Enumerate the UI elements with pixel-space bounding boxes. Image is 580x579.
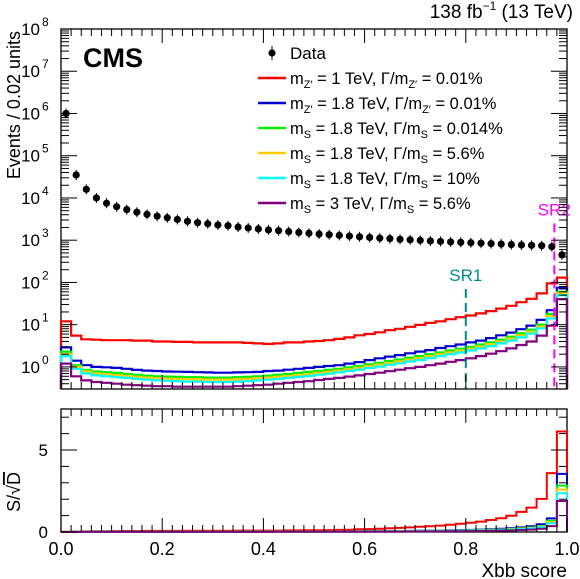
legend-text: = 0.01% (431, 95, 497, 113)
y-tick-label: 10 (21, 20, 40, 39)
legend-text: = 5.6% (414, 195, 471, 213)
ratio-y-axis-root: D (4, 472, 24, 485)
legend-subscript: S (304, 154, 311, 166)
legend-subscript: S (304, 179, 311, 191)
signal-series-0 (59, 276, 569, 389)
ratio-histograms (60, 430, 568, 533)
legend-text: = 1.8 TeV, Γ/m (311, 120, 421, 138)
ratio-y-tick-label: 5 (39, 441, 48, 460)
legend-subscript: S (421, 129, 428, 141)
legend-text: = 1.8 TeV, Γ/m (311, 145, 421, 163)
ratio-x-axis-ticks: 0.0 0.2 0.4 0.6 0.8 1.0 (48, 409, 580, 559)
legend-text: = 0.01% (417, 70, 483, 88)
ratio-y-axis-prefix: S/ (4, 495, 24, 512)
legend-entry-label: mS = 1.8 TeV, Γ/mS = 5.6% (290, 145, 485, 166)
legend-entry-label: mS = 1.8 TeV, Γ/mS = 0.014% (290, 120, 503, 141)
y-tick-label: 10 (21, 358, 40, 377)
legend-entry-label: mZ′ = 1 TeV, Γ/mZ′ = 0.01% (290, 70, 483, 91)
ratio-plot-frame (60, 408, 568, 533)
legend-text: = 1.8 TeV, Γ/m (311, 170, 421, 188)
y-tick-label: 10 (21, 273, 40, 292)
legend-data-label: Data (290, 44, 326, 63)
main-x-axis-ticks (60, 29, 568, 389)
y-tick-exponent: 8 (42, 15, 49, 29)
sqrt-sign: √ (4, 485, 24, 495)
main-y-axis-label: Events / 0.02 units (4, 31, 24, 179)
y-tick-exponent: 2 (42, 268, 49, 282)
legend-text: m (290, 195, 304, 213)
x-tick-label: 1.0 (554, 539, 579, 559)
x-axis-label: Xbb score (481, 561, 567, 579)
signal-region-markers: SR1 SR2 (449, 200, 571, 389)
ratio-series-1 (61, 472, 568, 533)
y-tick-exponent: 6 (42, 99, 49, 113)
x-tick-label: 0.2 (150, 539, 175, 559)
legend-text: = 5.6% (428, 145, 485, 163)
legend-subscript: S (421, 154, 428, 166)
x-tick-label: 0.0 (48, 539, 73, 559)
y-tick-label: 10 (21, 231, 40, 250)
ratio-y-axis-ticks: 05 (39, 416, 567, 542)
legend-text: = 10% (428, 170, 480, 188)
legend-text: = 3 TeV, Γ/m (311, 195, 407, 213)
ratio-y-axis-label: S/√D (4, 472, 24, 512)
y-tick-exponent: 3 (42, 226, 49, 240)
ratio-y-tick-label: 0 (39, 523, 48, 542)
legend-subscript: Z′ (304, 104, 313, 116)
lumi-exponent: −1 (483, 0, 497, 13)
region-label-sr2: SR2 (538, 200, 571, 219)
legend-text: = 0.014% (428, 120, 503, 138)
y-tick-label: 10 (21, 189, 40, 208)
signal-series-5 (59, 298, 569, 389)
region-label-sr1: SR1 (449, 266, 482, 285)
signal-series-4 (59, 294, 569, 389)
energy-label: (13 TeV) (496, 2, 573, 23)
legend-subscript: S (421, 179, 428, 191)
legend-subscript: Z′ (422, 104, 431, 116)
legend-text: = 1 TeV, Γ/m (313, 70, 409, 88)
luminosity-label: 138 fb−1 (13 TeV) (430, 0, 573, 23)
legend-subscript: Z′ (304, 79, 313, 91)
legend-entry-label: mZ′ = 1.8 TeV, Γ/mZ′ = 0.01% (290, 95, 497, 116)
legend-entry-label: mS = 3 TeV, Γ/mS = 5.6% (290, 195, 471, 216)
legend-text: m (290, 170, 304, 188)
y-tick-exponent: 5 (42, 142, 49, 156)
signal-histograms (59, 276, 569, 389)
x-tick-label: 0.4 (251, 539, 276, 559)
y-tick-label: 10 (21, 316, 40, 335)
signal-series-1 (59, 286, 569, 389)
y-tick-exponent: 0 (42, 353, 49, 367)
legend-subscript: S (304, 204, 311, 216)
experiment-label: CMS (83, 43, 143, 73)
legend-text: m (290, 70, 304, 88)
y-tick-label: 10 (21, 62, 40, 81)
legend-subscript: S (407, 204, 414, 216)
ratio-series-0 (60, 430, 568, 533)
data-points (62, 108, 566, 260)
y-tick-exponent: 4 (42, 184, 49, 198)
y-tick-label: 10 (21, 147, 40, 166)
y-tick-exponent: 1 (42, 311, 49, 325)
legend-text: m (290, 120, 304, 138)
x-tick-label: 0.8 (453, 539, 478, 559)
y-tick-label: 10 (21, 104, 40, 123)
legend-text: = 1.8 TeV, Γ/m (313, 95, 423, 113)
legend-subscript: S (304, 129, 311, 141)
y-tick-exponent: 7 (42, 57, 49, 71)
ratio-panel: 05 0.0 0.2 0.4 0.6 0.8 1.0 S/√D Xbb score (4, 408, 580, 579)
lumi-value: 138 fb (430, 2, 483, 23)
legend-text: m (290, 145, 304, 163)
legend-entry-label: mS = 1.8 TeV, Γ/mS = 10% (290, 170, 480, 191)
legend-subscript: Z′ (408, 79, 417, 91)
legend-text: m (290, 95, 304, 113)
x-tick-label: 0.6 (352, 539, 377, 559)
